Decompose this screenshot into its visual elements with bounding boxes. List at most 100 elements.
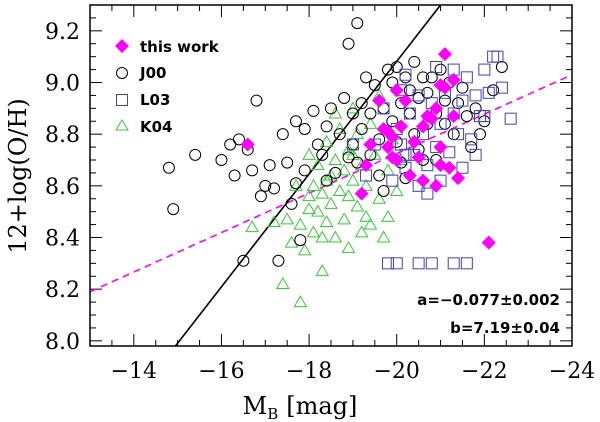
j00-point [268,182,281,195]
k04-point [389,183,404,196]
x-tick-label: −22 [461,359,507,384]
j00-point [465,141,478,154]
j00-point [360,71,373,84]
k04-point [359,178,373,191]
j00-point [224,138,237,151]
l03-point [447,257,460,270]
l03-point [504,112,517,125]
j00-point [285,197,298,210]
j00-point [368,79,381,92]
j00-point [438,94,451,107]
y-tick-label: 8.2 [45,278,80,303]
k04-point [359,209,373,222]
this-work-point [429,101,444,116]
j00-point [289,115,302,128]
j00-point [281,156,294,169]
this-work-point [424,111,439,126]
this-work-point [389,83,404,98]
j00-point [259,179,272,192]
x-tick-label: −20 [374,359,420,384]
j00-point [232,133,245,146]
k04-point [315,230,330,243]
k04-point [363,217,378,230]
l03-point [460,257,473,270]
k04-point [267,214,281,227]
this-work-point [451,171,466,186]
k04-point [381,209,395,222]
k04-point [332,121,347,134]
l03-point [460,71,473,84]
k04-point [315,186,330,199]
y-tick-label: 8.8 [45,123,80,148]
l03-point [421,159,434,172]
l03-point [412,89,425,102]
this-work-point [446,109,461,124]
k04-point [363,116,378,129]
j00-point [263,159,276,172]
j00-point [228,169,241,182]
j00-point [452,97,465,110]
j00-point [355,97,368,110]
this-work-point [398,93,413,108]
legend-marker-k04 [115,119,129,131]
legend-marker-l03 [116,94,128,106]
y-tick-label: 8.0 [45,330,80,355]
legend-marker-this-work [115,39,129,53]
j00-point [386,115,399,128]
j00-point [469,102,482,115]
l03-point [443,146,456,159]
k04-point [324,168,338,181]
k04-point [319,173,334,186]
series-this-work [240,47,496,250]
j00-point [320,174,333,187]
l03-point [456,161,469,174]
j00-point [162,161,175,174]
k04-point [275,276,290,289]
y-tick-label: 9.0 [45,72,80,97]
k04-point [337,212,352,225]
k04-point [280,212,295,225]
l03-point [495,81,508,94]
j00-point [246,164,259,177]
x-tick-label: −18 [286,359,332,384]
l03-point [482,86,495,99]
j00-point [373,169,386,182]
j00-point [311,138,324,151]
k04-point [293,295,308,308]
j00-point [342,37,355,50]
k04-point [306,178,321,191]
k04-point [376,230,391,243]
l03-point [478,63,491,76]
k04-point [346,173,360,186]
k04-point [310,158,325,171]
j00-point [421,86,434,99]
plot-frame [89,4,573,347]
x-tick-label: −16 [198,359,244,384]
j00-point [272,254,285,267]
this-work-point [411,150,426,165]
l03-point [469,89,482,102]
k04-point [245,220,259,233]
data-points [162,17,517,308]
k04-point [341,240,356,253]
k04-point [367,147,382,160]
this-work-point [407,134,422,149]
this-work-point [433,140,448,155]
l03-point [425,257,438,270]
this-work-point [372,93,387,108]
legend-label-k04: K04 [140,118,173,136]
j00-point [325,102,337,115]
j00-point [390,61,403,73]
l03-point [395,138,408,151]
j00-point [298,123,311,135]
legend-marker-j00 [116,67,128,79]
this-work-point [416,119,431,134]
k04-point [341,142,356,155]
j00-point [351,17,364,30]
this-work-point [380,140,395,155]
j00-point [355,123,368,135]
k04-point [302,189,316,202]
k04-point [328,106,343,119]
legend: this work J00 L03 K04 [115,38,220,136]
